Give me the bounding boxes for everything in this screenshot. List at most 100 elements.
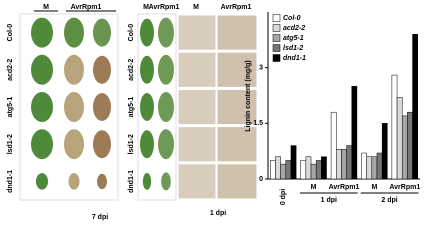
bar bbox=[346, 145, 353, 180]
bar bbox=[280, 163, 287, 180]
bar bbox=[376, 152, 383, 180]
column-header: AvrRpm1 bbox=[149, 4, 180, 11]
leaf bbox=[64, 92, 84, 122]
row-label: atg5-1 bbox=[7, 97, 14, 118]
micrograph bbox=[216, 126, 258, 163]
leaf bbox=[140, 93, 154, 121]
group-label: 0 dpi bbox=[280, 189, 287, 205]
bar bbox=[290, 145, 297, 180]
leaf bbox=[31, 92, 53, 122]
row-label: acd2-2 bbox=[128, 59, 135, 81]
leaf bbox=[93, 18, 111, 47]
bar bbox=[275, 156, 281, 180]
bar bbox=[396, 97, 403, 180]
leaf bbox=[31, 129, 53, 160]
leaf bbox=[64, 54, 84, 85]
group-label: 1 dpi bbox=[321, 197, 337, 204]
leaf bbox=[161, 172, 171, 191]
micrograph bbox=[216, 88, 258, 126]
bar bbox=[321, 156, 327, 180]
bar bbox=[270, 160, 276, 180]
leaf bbox=[140, 55, 154, 84]
x-tick-label: AvrRpm1 bbox=[389, 184, 420, 191]
column-header: AvrRpm1 bbox=[71, 4, 102, 11]
legend-label: lsd1-2 bbox=[283, 45, 303, 52]
legend-swatch bbox=[272, 24, 281, 32]
legend-label: Col-0 bbox=[283, 15, 301, 22]
y-tick-label: 0 bbox=[259, 176, 263, 183]
bar bbox=[391, 74, 398, 180]
leaf bbox=[68, 173, 80, 190]
leaf bbox=[158, 129, 174, 160]
bar bbox=[315, 160, 322, 180]
bar bbox=[305, 156, 312, 180]
micrograph bbox=[177, 126, 217, 163]
x-tick-label: AvrRpm1 bbox=[329, 184, 360, 191]
leaf bbox=[140, 18, 154, 47]
legend-label: acd2-2 bbox=[283, 25, 305, 32]
bar bbox=[351, 85, 358, 180]
legend-label: dnd1-1 bbox=[283, 55, 306, 62]
panel-b-caption: 1 dpi bbox=[210, 210, 226, 217]
bar bbox=[285, 160, 292, 180]
row-label: lsd1-2 bbox=[128, 134, 135, 154]
leaf bbox=[35, 173, 49, 190]
bar bbox=[361, 152, 367, 180]
bar bbox=[341, 149, 347, 180]
figure: 7 dpi 1 dpi M AvrRpm1Col-0acd2-2atg5-1lsd… bbox=[6, 3, 421, 221]
leaf bbox=[93, 55, 111, 84]
row-label: lsd1-2 bbox=[7, 134, 14, 154]
leaf bbox=[64, 17, 84, 48]
micrograph bbox=[216, 51, 258, 88]
bar bbox=[335, 149, 342, 180]
bar bbox=[330, 111, 337, 180]
bar bbox=[381, 123, 388, 180]
y-axis-label: Lignin content (mg/g) bbox=[245, 60, 252, 132]
column-header: M bbox=[43, 4, 49, 11]
leaf bbox=[140, 130, 154, 159]
micrograph bbox=[177, 88, 217, 126]
leaf bbox=[93, 130, 111, 159]
leaf bbox=[158, 17, 174, 48]
micrograph bbox=[216, 14, 258, 51]
bar bbox=[412, 34, 418, 180]
y-tick-label: 3 bbox=[259, 65, 263, 72]
legend-label: atg5-1 bbox=[283, 35, 304, 42]
leaf bbox=[158, 92, 174, 122]
micrograph bbox=[216, 163, 258, 200]
leaf bbox=[64, 129, 84, 160]
leaf bbox=[142, 173, 152, 190]
row-label: dnd1-1 bbox=[7, 170, 14, 193]
leaf bbox=[31, 54, 53, 85]
legend-swatch bbox=[272, 34, 281, 42]
group-label: 2 dpi bbox=[381, 197, 397, 204]
x-tick-label: M bbox=[311, 184, 317, 191]
bar bbox=[401, 115, 408, 180]
bar bbox=[310, 163, 317, 180]
bar bbox=[371, 156, 378, 180]
panel-a-caption: 7 dpi bbox=[92, 214, 108, 221]
row-label: acd2-2 bbox=[7, 59, 14, 81]
bar bbox=[407, 111, 413, 180]
legend-swatch bbox=[272, 54, 281, 62]
bar bbox=[300, 160, 307, 180]
row-label: Col-0 bbox=[128, 24, 135, 42]
legend-swatch bbox=[272, 44, 281, 52]
row-label: Col-0 bbox=[7, 24, 14, 42]
bar bbox=[366, 156, 373, 180]
column-header: M bbox=[193, 4, 199, 11]
leaf bbox=[31, 17, 53, 48]
row-label: dnd1-1 bbox=[128, 170, 135, 193]
x-tick-label: M bbox=[371, 184, 377, 191]
column-header: AvrRpm1 bbox=[221, 4, 252, 11]
column-header: M bbox=[143, 4, 149, 11]
row-label: atg5-1 bbox=[128, 97, 135, 118]
micrograph bbox=[177, 14, 217, 51]
micrograph bbox=[177, 51, 217, 88]
micrograph bbox=[177, 163, 217, 200]
legend-swatch bbox=[272, 14, 281, 22]
leaf bbox=[158, 54, 174, 85]
leaf bbox=[97, 173, 107, 190]
leaf bbox=[93, 93, 111, 121]
y-tick-label: 1.5 bbox=[253, 120, 263, 127]
